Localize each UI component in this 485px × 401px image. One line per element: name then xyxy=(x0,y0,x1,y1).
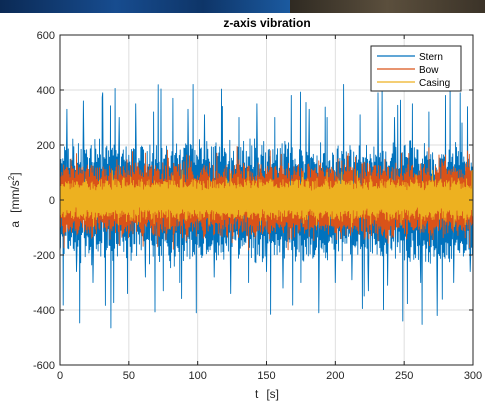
chart-title: z-axis vibration xyxy=(223,16,310,30)
y-tick-label: 600 xyxy=(37,30,55,42)
legend-label-casing: Casing xyxy=(419,78,450,89)
photo-strip-left xyxy=(0,0,290,13)
photo-strip-right xyxy=(290,0,485,13)
y-tick-label: 0 xyxy=(49,195,55,207)
series-line-stern xyxy=(59,79,474,329)
x-axis-ticks: 0 50 100 150 200 250 300 xyxy=(57,35,482,382)
x-tick-label: 0 xyxy=(57,370,63,382)
legend-label-stern: Stern xyxy=(419,52,443,63)
legend: Stern Bow Casing xyxy=(370,45,462,92)
x-tick-label: 200 xyxy=(326,370,344,382)
x-tick-label: 100 xyxy=(188,370,206,382)
series-line-casing xyxy=(59,169,474,230)
y-tick-label: 200 xyxy=(37,140,55,152)
y-tick-label: 400 xyxy=(37,85,55,97)
y-axis-label: a[mm/s2] xyxy=(7,172,22,227)
photo-strip xyxy=(0,0,485,13)
y-axis-ticks: -600 -400 -200 0 200 400 600 xyxy=(33,30,473,372)
x-tick-label: 50 xyxy=(123,370,135,382)
y-tick-label: -400 xyxy=(33,305,55,317)
x-tick-label: 250 xyxy=(395,370,413,382)
y-tick-label: -600 xyxy=(33,360,55,372)
x-tick-label: 300 xyxy=(464,370,482,382)
series-group xyxy=(59,79,474,329)
x-axis-label: t [s] xyxy=(255,387,279,401)
x-tick-label: 150 xyxy=(257,370,275,382)
series-line-bow xyxy=(59,146,474,251)
legend-label-bow: Bow xyxy=(419,65,439,76)
y-tick-label: -200 xyxy=(33,250,55,262)
